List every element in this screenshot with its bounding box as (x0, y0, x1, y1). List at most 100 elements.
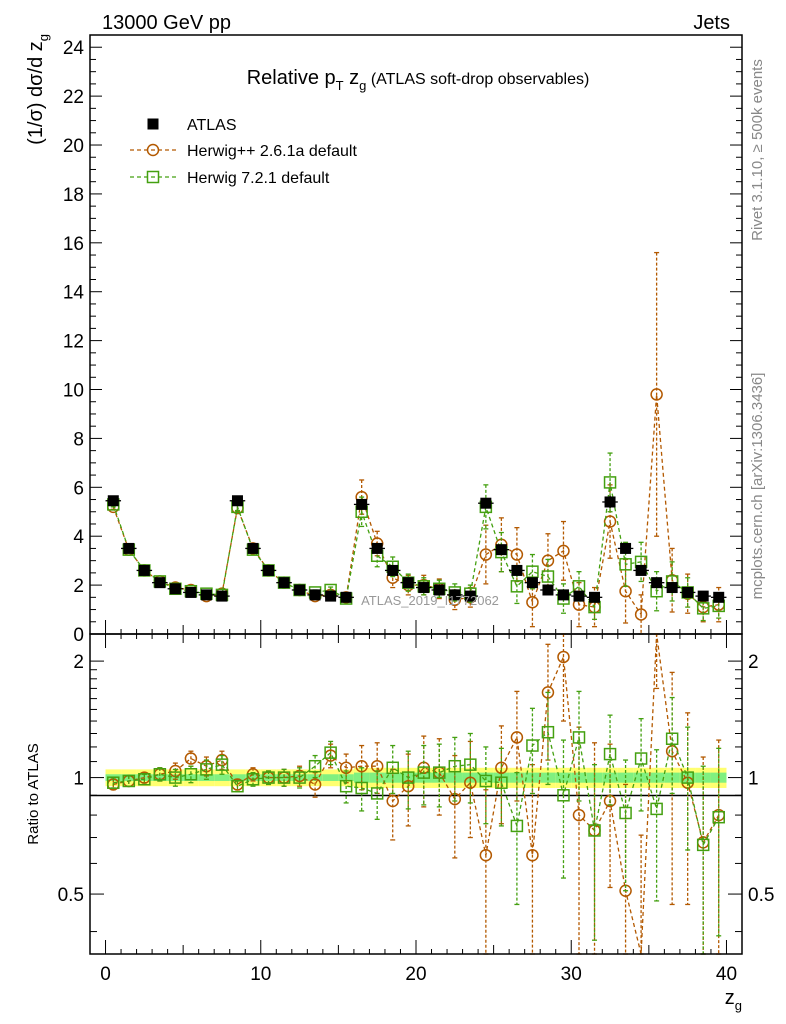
ratio-data-point (246, 773, 260, 786)
ratio-band-inner (214, 774, 230, 781)
ratio-series-herwig-2-6-1a-default (107, 633, 725, 955)
atlas-data-point (169, 583, 181, 595)
atlas-data-point (635, 564, 647, 576)
main-y-tick-label: 20 (63, 136, 84, 157)
ratio-series-line (113, 731, 720, 847)
ratio-data-point (433, 766, 446, 779)
legend-marker (146, 143, 160, 157)
atlas-data-point (557, 589, 569, 601)
ratio-band-inner (586, 772, 603, 783)
main-data-point (603, 476, 617, 489)
header-left-label: 13000 GeV pp (102, 12, 231, 34)
ratio-data-point (634, 752, 648, 765)
atlas-data-point (464, 590, 476, 602)
legend: ATLAS Herwig++ 2.6.1a default Herwig 7.2.1… (130, 117, 357, 187)
ratio-series-herwig-7-2-1-default (107, 690, 725, 955)
atlas-data-point (418, 582, 430, 594)
atlas-data-point (340, 591, 352, 603)
ratio-band-inner (152, 774, 168, 781)
ratio-data-point (557, 650, 570, 664)
atlas-data-point (216, 590, 228, 602)
mcplots-reference-label: mcplots.cern.ch [arXiv:1306.3436] (749, 373, 766, 600)
ratio-data-point (603, 747, 617, 761)
ratio-data-point (650, 802, 663, 816)
ratio-data-point (401, 771, 415, 784)
x-tick-label: 40 (716, 964, 737, 985)
ratio-data-point (510, 731, 524, 744)
main-data-point (526, 595, 539, 609)
ratio-data-point (448, 759, 462, 773)
ratio-data-point (262, 771, 275, 784)
main-y-tick-label: 0 (73, 625, 84, 646)
ratio-data-point (479, 774, 493, 788)
header-right-label: Jets (693, 12, 730, 34)
main-data-point (526, 565, 539, 578)
atlas-data-point (573, 590, 585, 602)
legend-marker (146, 170, 160, 184)
ratio-data-point (464, 758, 477, 771)
ratio-band-inner (322, 774, 339, 781)
main-y-tick-label: 6 (73, 478, 84, 499)
ratio-data-point (355, 781, 368, 795)
main-data-point (479, 548, 493, 561)
atlas-data-point (402, 577, 414, 589)
legend-label: Herwig 7.2.1 default (187, 170, 330, 187)
main-y-tick-label: 10 (63, 381, 84, 402)
main-data-point (541, 570, 555, 583)
main-data-point (634, 608, 648, 621)
atlas-data-point (433, 584, 445, 596)
chart-header: 13000 GeV pp Jets (102, 12, 730, 34)
ratio-data-point (153, 768, 167, 781)
ratio-y-tick-label-right: 2 (748, 652, 759, 673)
ratio-data-point (572, 731, 586, 744)
atlas-data-point (278, 577, 290, 589)
ratio-data-point (510, 819, 524, 833)
ratio-data-point (526, 739, 539, 752)
atlas-data-point (231, 495, 243, 507)
ratio-data-point (386, 761, 399, 775)
main-y-tick-label: 14 (63, 283, 85, 304)
atlas-data-point (449, 589, 461, 601)
ratio-y-tick-label-right: 1 (748, 769, 759, 790)
ratio-data-layer (107, 633, 725, 955)
x-tick-label: 0 (100, 964, 111, 985)
ratio-y-tick-label-right: 0.5 (748, 885, 774, 906)
atlas-data-point (480, 497, 492, 509)
atlas-data-point (620, 542, 632, 554)
ratio-data-point (308, 778, 322, 791)
atlas-data-point (123, 542, 135, 554)
ratio-data-point (339, 779, 353, 793)
ratio-data-point (138, 773, 151, 786)
atlas-data-point (697, 590, 709, 602)
ratio-data-point (712, 810, 725, 824)
main-title: Relative pT zg (ATLAS soft-drop observab… (247, 67, 590, 93)
main-y-tick-label: 4 (73, 527, 84, 548)
atlas-data-point (138, 564, 150, 576)
ratio-data-point (665, 732, 679, 745)
ratio-band-inner (229, 774, 246, 781)
ratio-y-tick-label: 0.5 (58, 885, 84, 906)
ratio-y-axis: 0.5 0.5 1 1 2 2 (58, 652, 774, 933)
main-x-ticks (105, 620, 727, 634)
atlas-data-point (200, 589, 212, 601)
ratio-data-point (619, 806, 632, 820)
main-y-axis-label: (1/σ) dσ/d zg (25, 34, 51, 145)
main-data-point (510, 580, 524, 593)
atlas-data-point (495, 544, 507, 556)
atlas-data-point (526, 577, 538, 589)
main-series-herwig-2-6-1a-default (107, 251, 725, 635)
ratio-data-point (696, 838, 710, 852)
ratio-data-point (122, 774, 136, 788)
main-y-tick-label: 2 (73, 576, 84, 597)
rivet-version-label: Rivet 3.1.10, ≥ 500k events (749, 59, 766, 241)
ratio-data-point (495, 776, 508, 789)
ratio-data-point (479, 848, 493, 862)
ratio-data-point (324, 746, 337, 759)
ratio-series-line (113, 633, 720, 955)
legend-marker (147, 118, 159, 130)
main-data-layer (105, 251, 727, 635)
atlas-data-point (371, 542, 383, 554)
side-labels: Rivet 3.1.10, ≥ 500k events mcplots.cern… (749, 59, 766, 599)
ratio-data-point (417, 766, 431, 779)
